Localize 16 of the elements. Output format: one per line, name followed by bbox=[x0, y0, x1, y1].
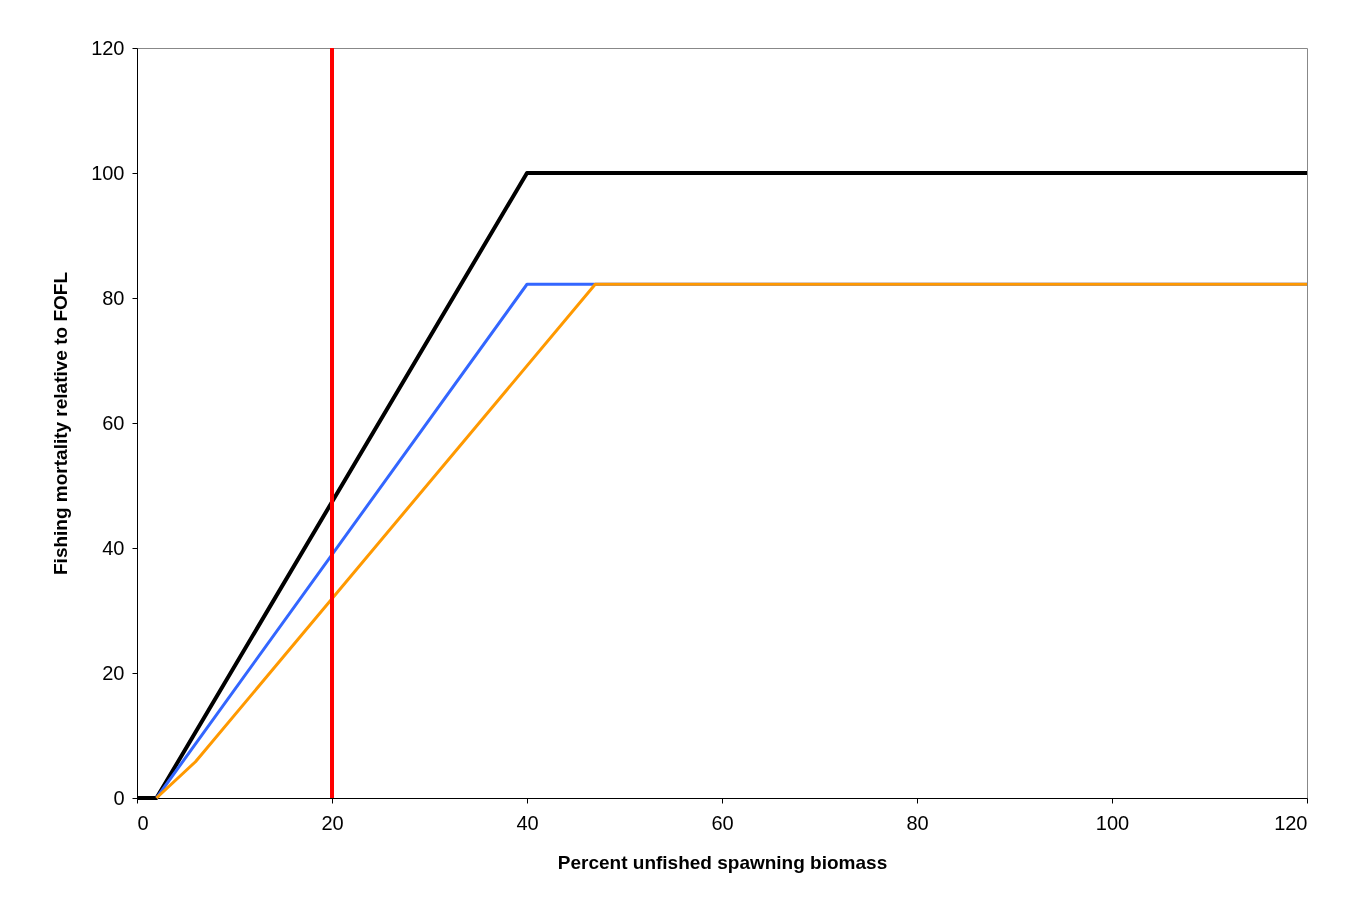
x-tick-label: 40 bbox=[516, 811, 539, 834]
y-axis-title: Fishing mortality relative to FOFL bbox=[50, 271, 72, 575]
x-tick-label: 120 bbox=[1274, 811, 1308, 834]
y-tick-label: 60 bbox=[102, 411, 125, 434]
y-tick-label: 80 bbox=[102, 286, 125, 309]
y-tick-label: 20 bbox=[102, 661, 125, 684]
x-tick-label: 60 bbox=[711, 811, 734, 834]
x-tick-label: 0 bbox=[137, 811, 149, 834]
y-tick-label: 0 bbox=[113, 786, 125, 809]
x-tick-label: 20 bbox=[321, 811, 344, 834]
y-tick-label: 40 bbox=[102, 536, 125, 559]
y-tick-label: 100 bbox=[91, 161, 125, 184]
x-axis-title: Percent unfished spawning biomass bbox=[557, 851, 888, 873]
x-tick-label: 100 bbox=[1095, 811, 1130, 834]
y-tick-label: 120 bbox=[91, 36, 125, 59]
x-tick-label: 80 bbox=[906, 811, 929, 834]
